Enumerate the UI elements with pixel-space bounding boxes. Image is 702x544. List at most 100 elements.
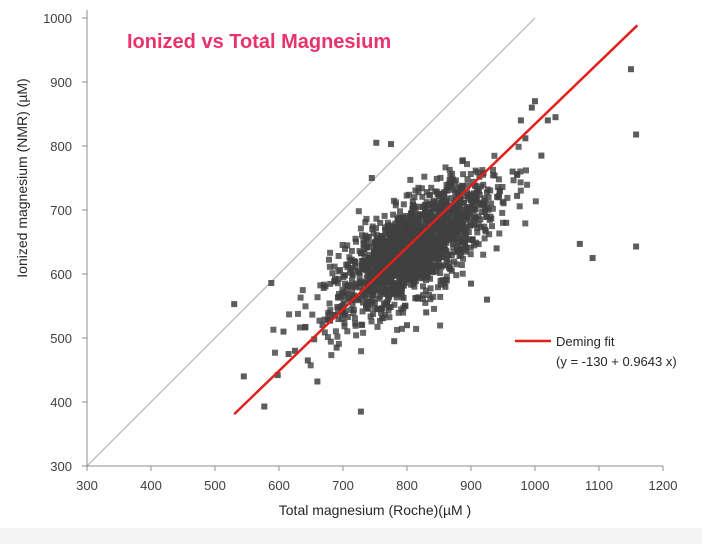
data-point	[394, 215, 401, 222]
data-point	[367, 251, 373, 258]
data-point	[327, 249, 334, 256]
data-point	[335, 340, 342, 347]
data-point	[379, 315, 385, 322]
data-point	[494, 184, 501, 191]
data-point	[471, 242, 478, 249]
data-point	[326, 263, 333, 270]
data-point	[391, 281, 398, 288]
data-point	[455, 209, 462, 216]
data-point	[449, 235, 456, 242]
data-point	[532, 198, 539, 205]
data-point	[362, 266, 369, 272]
data-point	[538, 152, 545, 159]
data-point	[413, 258, 419, 265]
data-point	[443, 261, 450, 268]
data-point	[453, 261, 460, 268]
data-point	[441, 244, 448, 251]
data-point	[374, 235, 381, 242]
data-point	[477, 224, 484, 231]
data-point	[447, 228, 454, 234]
data-point	[386, 314, 393, 321]
data-point	[528, 104, 535, 111]
data-point	[379, 269, 386, 276]
data-point	[423, 189, 430, 196]
data-point	[231, 301, 238, 308]
data-point	[280, 328, 287, 335]
y-tick-labels: 300 400 500 600 700 800 900 1000	[43, 11, 72, 474]
data-point	[517, 179, 524, 186]
data-point	[432, 204, 438, 211]
data-point	[314, 378, 321, 385]
data-point	[407, 213, 414, 220]
data-point	[491, 152, 498, 159]
data-point	[348, 283, 355, 290]
data-point	[392, 220, 399, 227]
data-point	[373, 225, 379, 232]
data-point	[382, 285, 389, 292]
data-point	[470, 178, 477, 185]
data-point	[461, 199, 468, 206]
data-point	[394, 291, 401, 298]
data-point	[299, 287, 306, 294]
data-point	[425, 206, 431, 213]
legend-equation: (y = -130 + 0.9643 x)	[556, 354, 677, 369]
data-point	[499, 209, 506, 216]
data-point	[443, 195, 450, 202]
data-point	[427, 275, 434, 282]
data-point	[339, 289, 346, 296]
data-point	[489, 223, 495, 230]
data-point	[424, 220, 431, 227]
data-point	[356, 269, 363, 276]
data-point	[496, 192, 503, 199]
data-point	[399, 281, 405, 288]
data-point	[412, 295, 419, 302]
data-point	[420, 283, 426, 290]
data-point	[475, 221, 482, 228]
data-point	[382, 240, 389, 247]
data-point	[544, 117, 551, 124]
data-point	[292, 347, 298, 354]
data-point	[509, 168, 516, 175]
data-point	[446, 166, 453, 173]
data-point	[517, 168, 524, 175]
data-point	[331, 278, 338, 284]
data-point	[368, 260, 375, 267]
data-point	[286, 311, 293, 318]
y-tick-label: 500	[50, 331, 72, 346]
data-point	[397, 275, 403, 282]
data-point	[355, 295, 362, 302]
y-tick-label: 400	[50, 395, 72, 410]
data-point	[394, 326, 401, 333]
data-point	[387, 236, 394, 243]
data-point	[412, 264, 419, 270]
data-point	[485, 194, 492, 201]
data-point	[445, 184, 452, 191]
data-point	[327, 338, 334, 345]
data-point	[390, 211, 397, 218]
data-point	[381, 311, 388, 318]
data-point	[398, 325, 405, 332]
data-point	[423, 214, 430, 220]
data-point	[439, 231, 446, 238]
data-point	[440, 216, 447, 223]
data-point	[352, 264, 359, 271]
data-point	[374, 306, 381, 313]
y-axis-title: Ionized magnesium (NMR) (µM)	[14, 78, 30, 277]
data-point	[270, 326, 277, 333]
data-point	[460, 255, 467, 262]
data-point	[400, 214, 406, 221]
data-point	[486, 231, 493, 238]
data-point	[302, 303, 309, 310]
data-point	[384, 299, 390, 306]
data-point	[460, 236, 467, 243]
data-point	[391, 338, 398, 345]
data-point	[438, 281, 445, 288]
data-point	[344, 328, 351, 335]
data-point	[349, 301, 356, 308]
data-point	[304, 357, 311, 364]
data-point	[365, 289, 372, 295]
data-point	[435, 208, 442, 215]
data-point	[411, 194, 418, 201]
y-tick-label: 600	[50, 267, 72, 282]
data-point	[274, 372, 281, 379]
